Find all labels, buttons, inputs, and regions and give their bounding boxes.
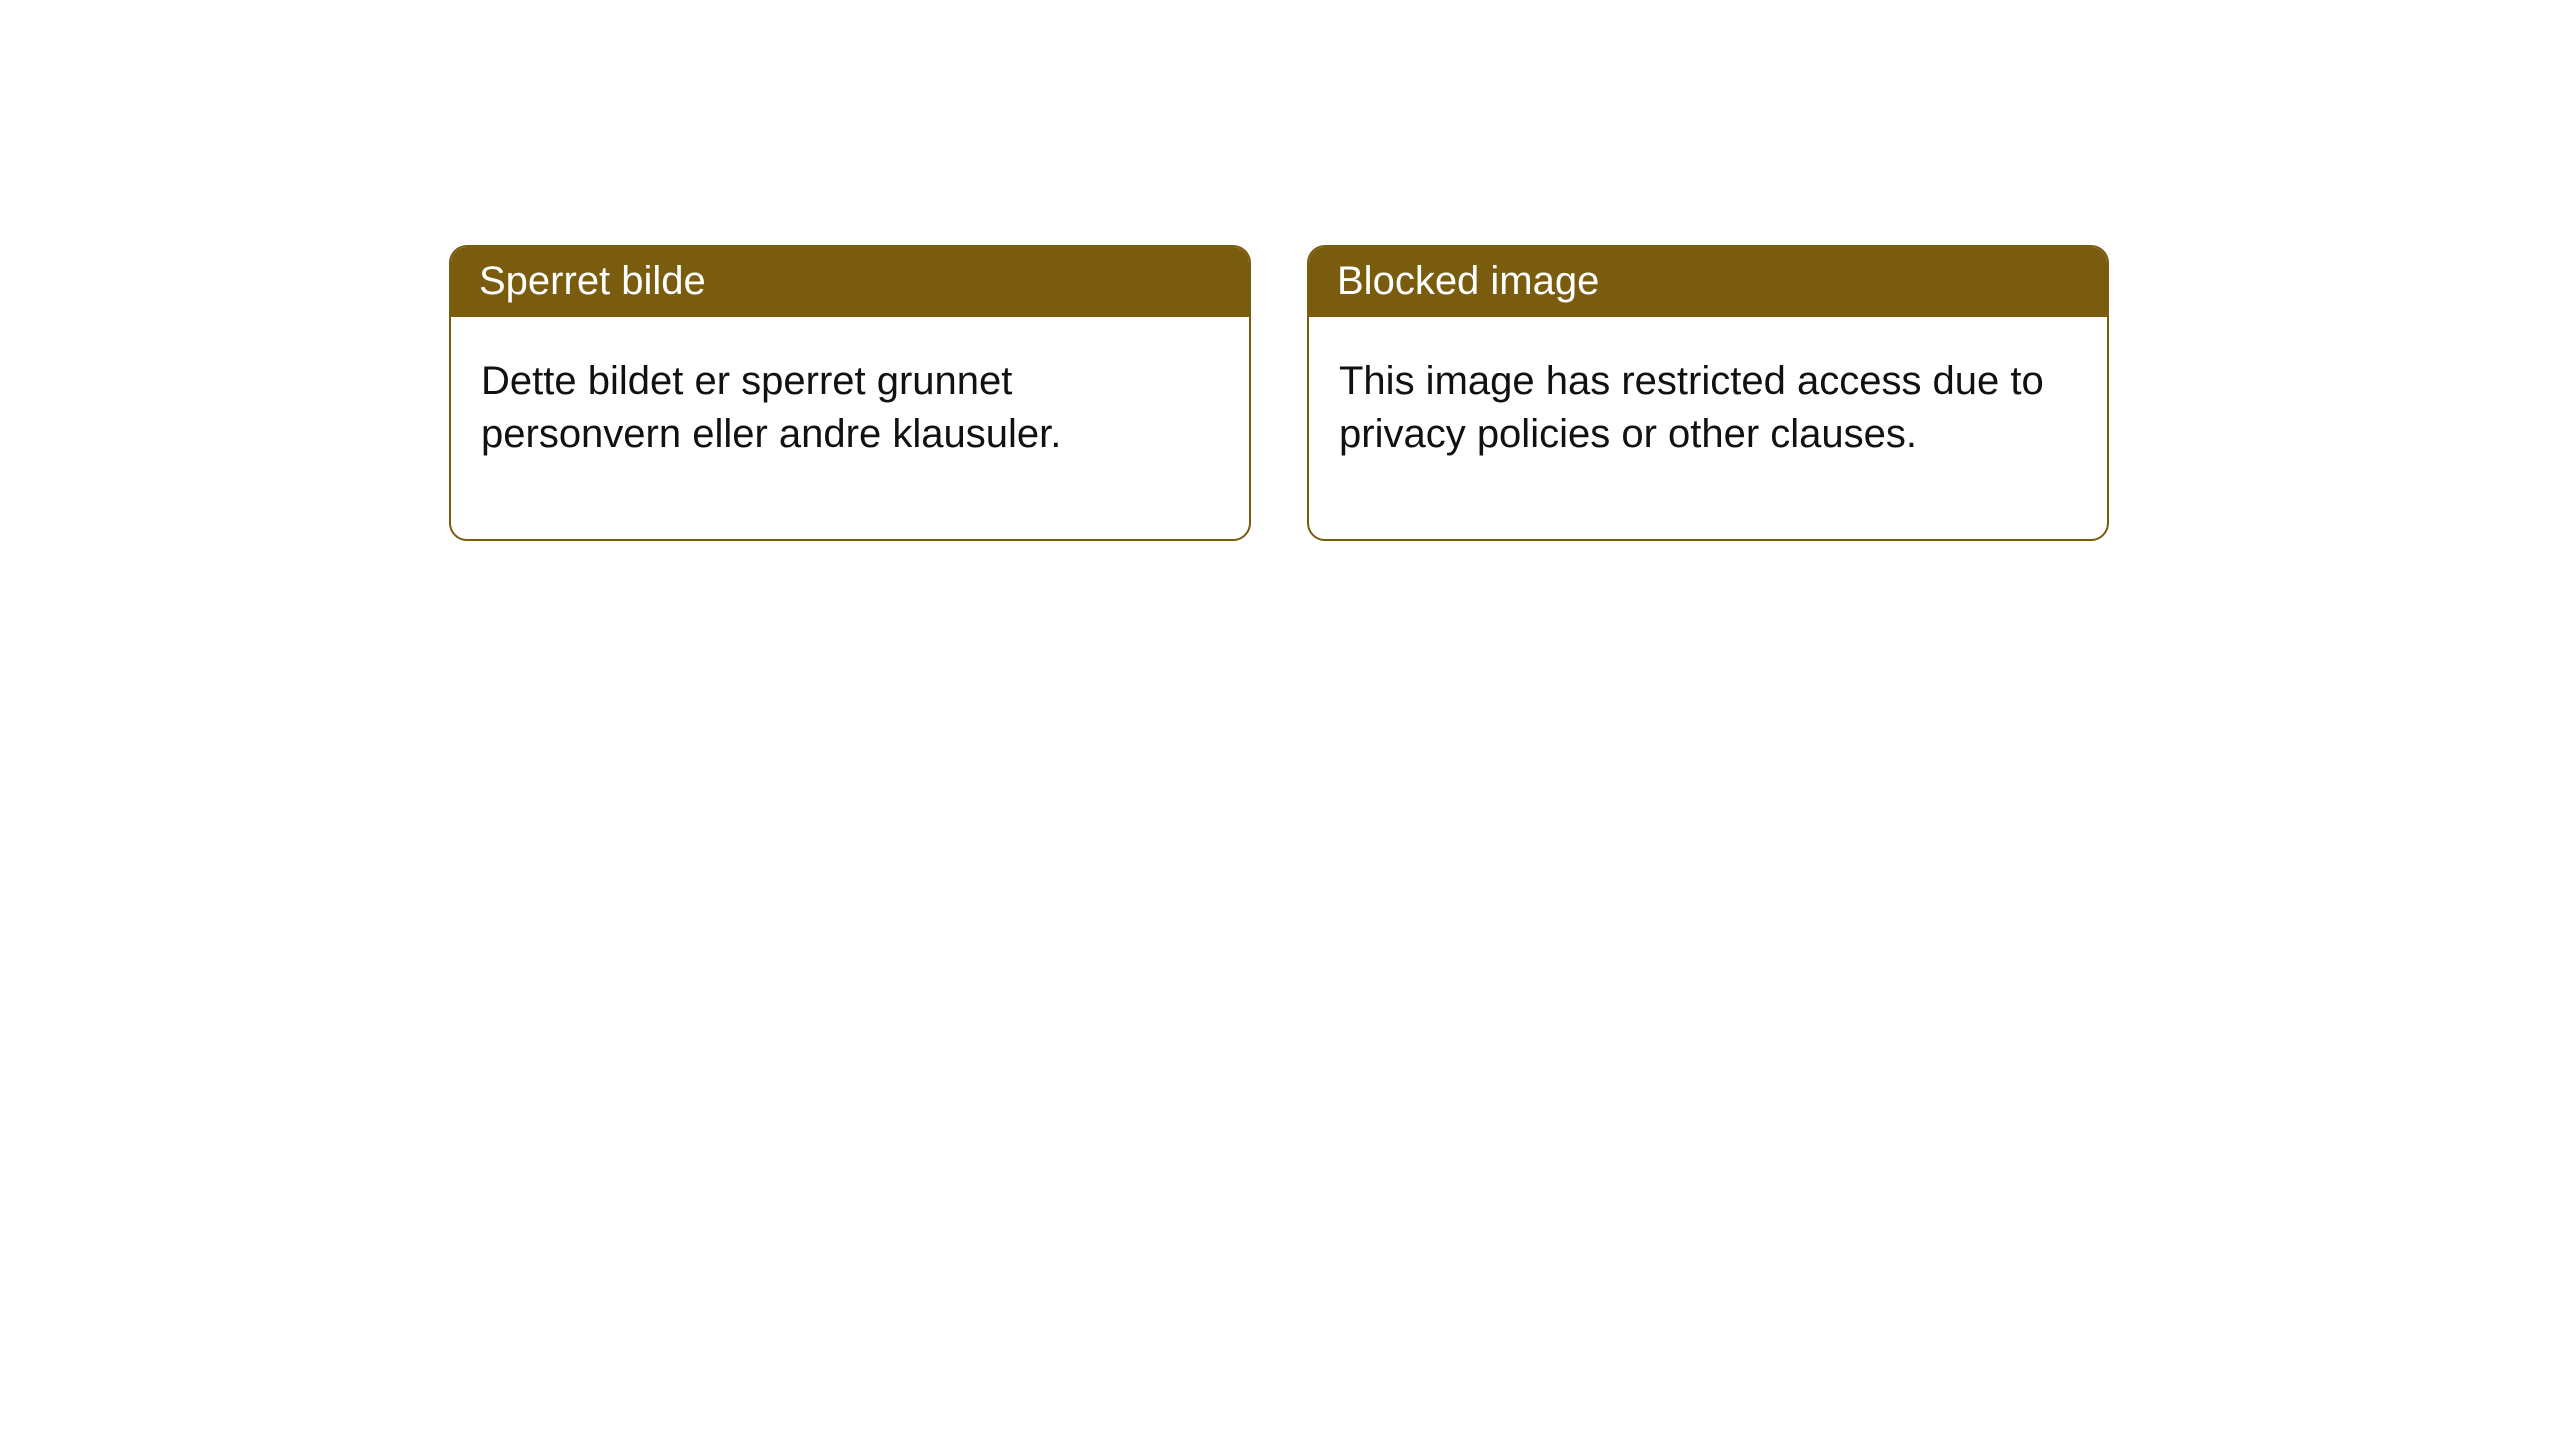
notice-container: Sperret bilde Dette bildet er sperret gr…: [0, 0, 2560, 541]
notice-card-title: Blocked image: [1309, 247, 2107, 317]
notice-card-en: Blocked image This image has restricted …: [1307, 245, 2109, 541]
notice-card-body: This image has restricted access due to …: [1309, 317, 2107, 539]
notice-card-body: Dette bildet er sperret grunnet personve…: [451, 317, 1249, 539]
notice-card-title: Sperret bilde: [451, 247, 1249, 317]
notice-card-no: Sperret bilde Dette bildet er sperret gr…: [449, 245, 1251, 541]
